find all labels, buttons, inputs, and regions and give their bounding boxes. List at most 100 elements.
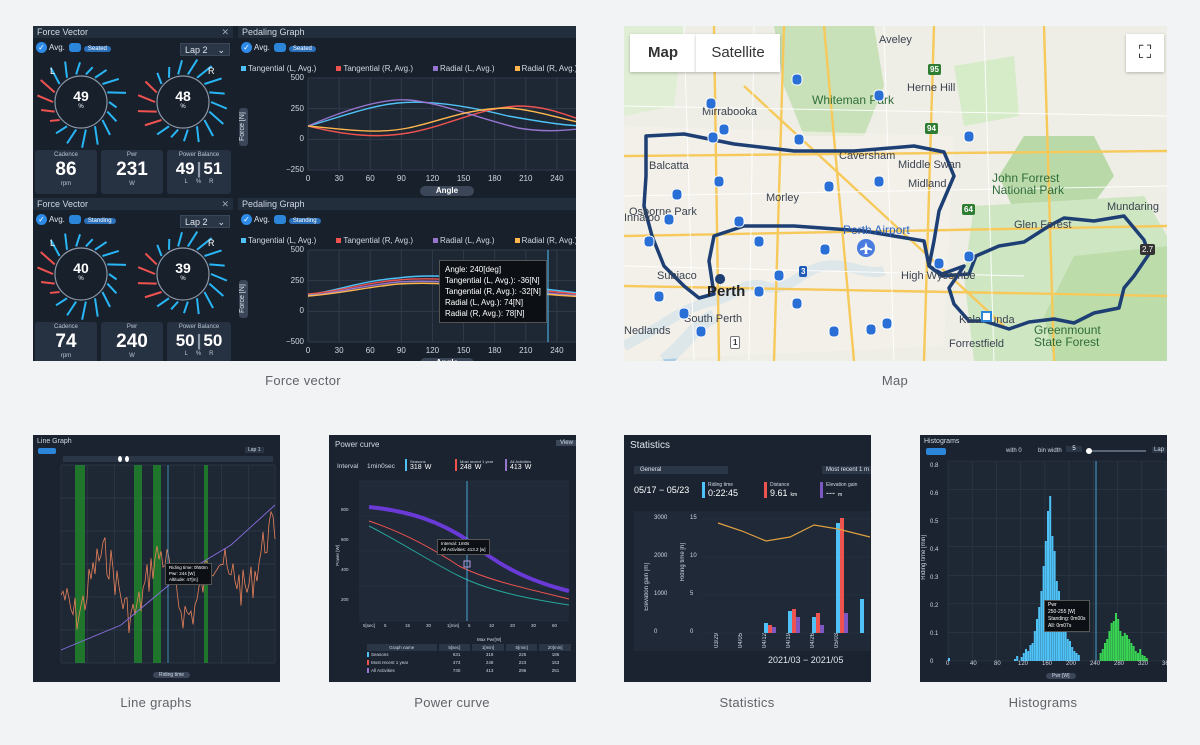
finish-marker-icon[interactable] bbox=[981, 311, 992, 322]
lap-select[interactable]: Lap 2 ⌄ bbox=[180, 43, 230, 56]
table-row[interactable]: Most recent 1 year 473 248 223 153 bbox=[367, 660, 571, 665]
force-vector-screenshot[interactable]: Force Vector ✕ ✓ Avg. Seated Lap 2 ⌄ L R 49% 48% Ca… bbox=[33, 26, 576, 361]
close-icon[interactable]: ✕ bbox=[221, 27, 229, 37]
legend-item[interactable]: Seasons 318 W bbox=[405, 459, 431, 471]
histogram-bar-standing bbox=[1141, 655, 1144, 661]
legend-item[interactable]: Most recent 1 year 248 W bbox=[455, 459, 493, 471]
period-select[interactable]: Most recent 1 m bbox=[822, 466, 871, 474]
table-cell: 473 bbox=[452, 660, 461, 665]
with-zero-toggle[interactable]: with 0 bbox=[1006, 448, 1022, 454]
table-cell: Most recent 1 year bbox=[367, 660, 439, 665]
lap-select[interactable]: Lap 1 bbox=[245, 447, 264, 453]
route-shield-icon bbox=[873, 89, 885, 102]
power-balance-label: Power Balance bbox=[178, 152, 220, 158]
power-balance-card: Power Balance 49 | 51 L% R bbox=[167, 150, 231, 194]
riding-time-card: Riding time 0:22:45 bbox=[702, 482, 738, 498]
right-force-vector-mark bbox=[187, 231, 199, 247]
route-shield-icon bbox=[705, 97, 717, 110]
checkbox-icon[interactable]: ✓ bbox=[36, 42, 47, 53]
y-tick-label: −250 bbox=[285, 165, 304, 174]
range-slider[interactable] bbox=[63, 456, 273, 462]
right-force-vector-mark bbox=[210, 101, 228, 110]
view-button[interactable]: View bbox=[556, 440, 576, 446]
right-force-vector-mark bbox=[156, 125, 170, 136]
legend-item[interactable]: Tangential (R, Avg.) bbox=[336, 236, 423, 245]
seasons-curve bbox=[368, 525, 570, 606]
airport-icon[interactable] bbox=[857, 239, 875, 257]
pedaling-tooltip: Angle: 240[deg] Tangential (L, Avg.): -36… bbox=[439, 260, 547, 323]
place-label: Caversham bbox=[839, 150, 896, 162]
legend-item[interactable]: Tangential (R, Avg.) bbox=[336, 64, 423, 73]
checkbox-icon[interactable]: ✓ bbox=[241, 214, 252, 225]
lap-select[interactable]: Lap bbox=[1152, 447, 1167, 453]
x-tick-label: 5 bbox=[384, 623, 387, 628]
mode-pill: Seated bbox=[83, 46, 111, 52]
table-header-cell: 20[min] bbox=[539, 644, 571, 651]
route-shield-icon bbox=[643, 235, 655, 248]
map-type-map-button[interactable]: Map bbox=[630, 34, 696, 72]
bin-width-slider[interactable] bbox=[1086, 448, 1146, 454]
power-balance-label: Power Balance bbox=[178, 324, 220, 330]
cadence-value: 74 bbox=[55, 331, 77, 352]
statistics-bar bbox=[816, 613, 820, 633]
x-axis-label: Angle bbox=[420, 186, 474, 196]
legend-item[interactable]: Radial (L, Avg.) bbox=[433, 236, 505, 245]
histogram-bar-all bbox=[1040, 591, 1043, 661]
force-vector-caption: Force vector bbox=[265, 373, 341, 388]
histogram-bar-all bbox=[1042, 566, 1045, 661]
general-select[interactable]: General bbox=[634, 466, 728, 474]
lap-select-value: Lap 2 bbox=[185, 217, 208, 227]
bin-width-input[interactable]: 5 bbox=[1066, 446, 1082, 452]
left-gauge-ring bbox=[54, 247, 108, 301]
avg-toggle[interactable]: ✓ Avg. Seated bbox=[36, 42, 111, 53]
graph-avg-toggle[interactable]: ✓ Avg. Seated bbox=[241, 42, 316, 53]
route-shield-icon bbox=[713, 175, 725, 188]
histogram-bar-standing bbox=[1128, 639, 1131, 661]
close-icon[interactable]: ✕ bbox=[221, 199, 229, 209]
avg-toggle[interactable]: ✓ Avg. Standing bbox=[36, 214, 116, 225]
lap-select-value: Lap 2 bbox=[185, 45, 208, 55]
right-force-vector-mark bbox=[208, 282, 224, 297]
right-pedal-percent: 48 bbox=[175, 88, 191, 104]
x-tick-label: 150 bbox=[456, 346, 471, 355]
legend-item[interactable]: Radial (R, Avg.) bbox=[514, 64, 576, 73]
legend-item[interactable]: Tangential (L, Avg.) bbox=[241, 64, 326, 73]
table-row[interactable]: All Activities 740 413 296 251 bbox=[367, 668, 571, 673]
distance-label: Distance bbox=[770, 482, 790, 488]
checkbox-icon[interactable]: ✓ bbox=[241, 42, 252, 53]
legend-value-row: 413 W bbox=[510, 464, 531, 471]
elevation-gain-value-row: --- m bbox=[826, 488, 857, 498]
checkbox-icon[interactable]: ✓ bbox=[36, 214, 47, 225]
map-screenshot[interactable]: Map Satellite ⛶ Aveley Whiteman Park Herne Hi… bbox=[624, 26, 1167, 361]
right-force-vector-mark bbox=[177, 59, 183, 75]
lap-select[interactable]: Lap 2 ⌄ bbox=[180, 215, 230, 228]
legend-item[interactable]: All Activities 413 W bbox=[505, 459, 531, 471]
histograms-screenshot[interactable]: Histograms with 0 bin width 5 Lap 0.8 0.6 0.5 0.… bbox=[920, 435, 1167, 682]
x-tick-label: 0 bbox=[305, 174, 311, 183]
graph-avg-toggle[interactable]: ✓ Avg. Standing bbox=[241, 214, 321, 225]
chevron-down-icon: ⌄ bbox=[217, 45, 225, 55]
start-pin-icon[interactable] bbox=[715, 274, 726, 294]
histogram-bar-standing bbox=[1130, 643, 1133, 661]
route-shield-icon bbox=[865, 323, 877, 336]
cadence-card: Cadence 74 rpm bbox=[35, 322, 97, 361]
slider-handle[interactable] bbox=[125, 456, 129, 462]
slider-handle[interactable] bbox=[1086, 448, 1092, 454]
power-balance-l: L bbox=[184, 351, 188, 357]
line-graphs-screenshot[interactable]: Line Graph Lap 1 Riding time: 0h50m Pwr: 24… bbox=[33, 435, 280, 682]
y-tick-label: 500 bbox=[290, 73, 304, 82]
legend-item[interactable]: Radial (L, Avg.) bbox=[433, 64, 505, 73]
left-force-vector-mark bbox=[81, 129, 87, 148]
legend-item[interactable]: Radial (R, Avg.) bbox=[514, 236, 576, 245]
chevron-down-icon: ⌄ bbox=[217, 217, 225, 227]
route-shield-icon bbox=[753, 285, 765, 298]
table-row[interactable]: Seasons 631 318 225 186 bbox=[367, 652, 571, 657]
histograms-caption: Histograms bbox=[1008, 695, 1078, 710]
map-type-satellite-button[interactable]: Satellite bbox=[696, 34, 780, 72]
fullscreen-icon[interactable]: ⛶ bbox=[1126, 34, 1164, 72]
histogram-bar-standing bbox=[1106, 639, 1109, 661]
power-curve-screenshot[interactable]: Power curve View Interval 1min0sec Seasons 31… bbox=[329, 435, 576, 682]
legend-item[interactable]: Tangential (L, Avg.) bbox=[241, 236, 326, 245]
statistics-screenshot[interactable]: Statistics General Most recent 1 m 05/17 − … bbox=[624, 435, 871, 682]
slider-handle[interactable] bbox=[118, 456, 122, 462]
